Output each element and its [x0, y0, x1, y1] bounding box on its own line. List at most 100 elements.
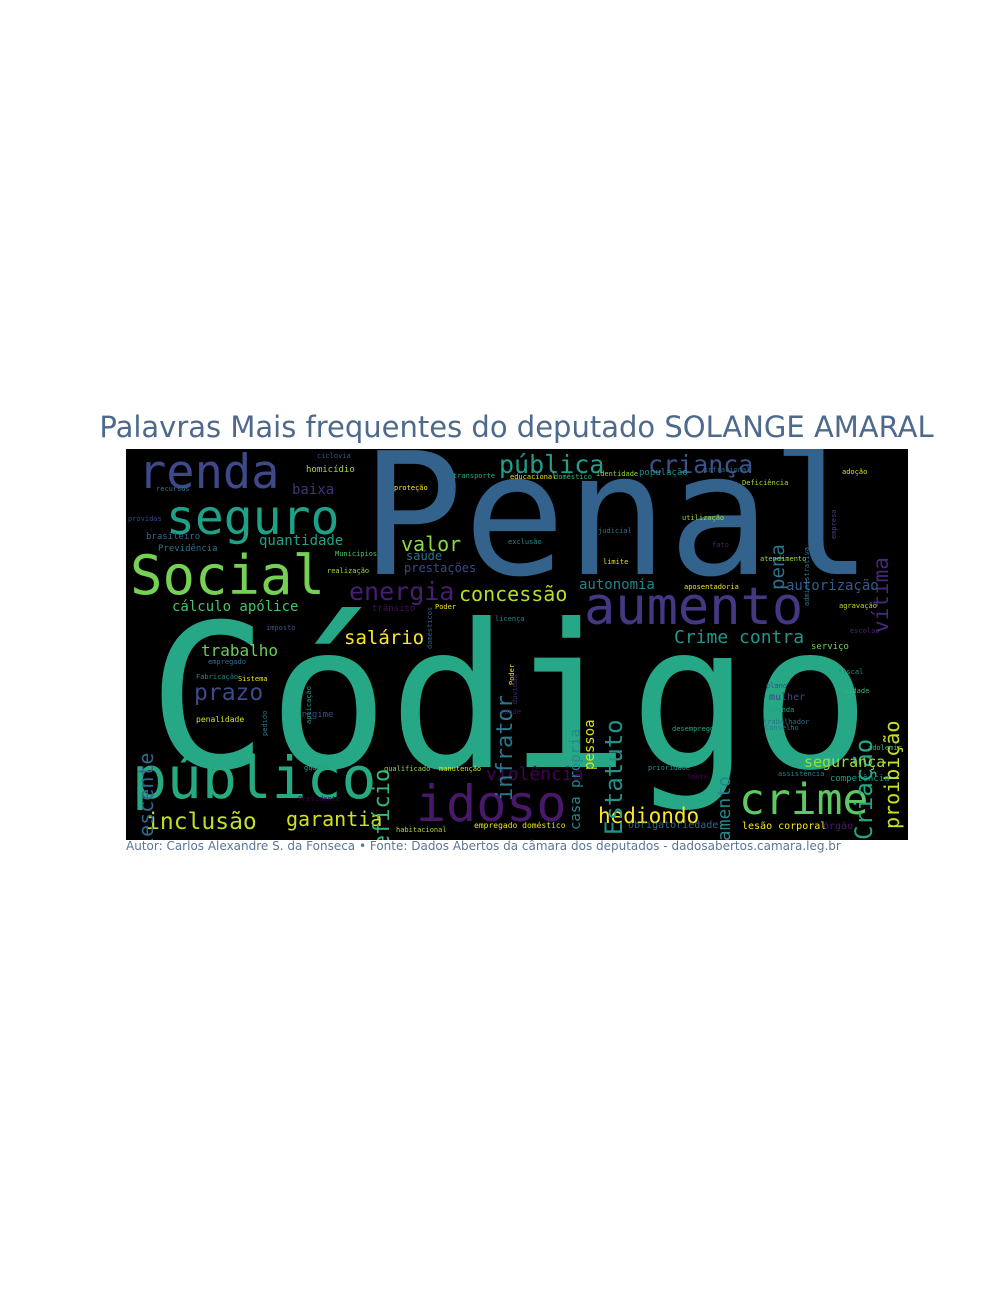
word-35: cálculo apólice — [172, 599, 299, 615]
word-13: violência — [486, 764, 584, 785]
word-62: exclusão — [508, 538, 542, 546]
word-66: imposto — [266, 624, 296, 632]
word-38: saúde — [406, 549, 443, 563]
word-107: fiscal — [838, 668, 864, 676]
word-78: proteção — [394, 484, 428, 492]
word-cloud: Código Penal público aumento Social seguro ren… — [126, 449, 908, 840]
word-8: idoso — [416, 775, 567, 833]
word-89: fato — [712, 541, 729, 549]
word-105: trabalhador — [763, 718, 810, 726]
word-4: aumento — [584, 577, 804, 637]
word-27: valor — [401, 532, 462, 556]
word-24: criança — [648, 450, 754, 479]
word-102: domésticos — [426, 606, 434, 649]
word-49: lesão corporal — [742, 821, 827, 832]
word-75: identidade — [596, 470, 639, 478]
word-50: órgão — [823, 821, 854, 832]
word-69: Sistema — [238, 675, 268, 683]
word-28: salário — [344, 627, 425, 649]
word-31: Crime contra — [674, 627, 805, 648]
word-42: homicídio — [306, 465, 355, 475]
word-58: aposentadoria — [684, 583, 739, 591]
word-55: Conselho — [765, 724, 799, 732]
word-34: autorização — [786, 578, 879, 594]
word-12: hediondo — [598, 804, 700, 828]
word-41: pessoa — [582, 719, 598, 770]
word-33: autonomia — [579, 577, 655, 593]
word-74: doméstico — [554, 473, 592, 481]
word-106: fonte — [687, 773, 709, 781]
word-93: licença — [495, 615, 525, 623]
word-100: pedido — [261, 710, 269, 736]
word-47: empregado doméstico — [474, 821, 566, 830]
word-87: desemprego — [672, 725, 715, 733]
word-76: população — [639, 468, 688, 478]
word-64: realização — [327, 567, 370, 575]
word-39: prestações — [404, 561, 477, 575]
word-103: dúvidas — [511, 674, 519, 704]
word-36: quantidade — [259, 533, 344, 549]
word-90: Poder — [435, 603, 457, 611]
word-10: inclusão — [146, 809, 257, 835]
word-30: trabalho — [201, 641, 279, 660]
word-63: Municípios — [335, 550, 378, 558]
word-11: garantia — [286, 807, 383, 831]
word-84: limite — [603, 558, 629, 566]
word-72: manutenção — [439, 765, 482, 773]
word-83: escolas — [850, 627, 880, 635]
word-94: plano — [766, 682, 788, 690]
word-45: regime — [301, 710, 334, 720]
word-53: assistência — [778, 770, 825, 778]
word-54: adolemir — [868, 744, 902, 752]
word-29: prazo — [194, 680, 264, 706]
word-14: Estatuto — [600, 719, 628, 835]
word-77: transporte — [453, 472, 496, 480]
word-65: trânsito — [372, 604, 416, 614]
chart-caption: Autor: Carlos Alexandre S. da Fonseca • … — [126, 839, 841, 853]
word-70: guarda — [304, 764, 330, 772]
word-6: seguro — [166, 490, 340, 546]
word-61: judicial — [598, 527, 632, 535]
word-9: crime — [739, 775, 869, 825]
word-51: habitacional — [396, 826, 447, 834]
word-1: Código — [148, 582, 871, 815]
word-68: Fabricação — [196, 673, 239, 681]
word-95: emenda — [769, 706, 795, 714]
word-67: empregado — [208, 658, 246, 666]
word-80: Deficiência — [742, 479, 789, 487]
word-97: administrativa — [803, 546, 811, 606]
word-104: cidade — [844, 687, 870, 695]
word-59: atendimento — [760, 555, 807, 563]
word-56: mulher — [769, 692, 806, 703]
chart-title: Palavras Mais frequentes do deputado SOL… — [99, 410, 934, 444]
word-92: Presidente — [298, 795, 341, 803]
word-82: agravação — [839, 602, 877, 610]
word-25: energia — [349, 577, 455, 606]
word-16: benefício — [370, 768, 395, 840]
word-44: brasileiro — [146, 532, 201, 542]
word-17: adolescente — [134, 752, 158, 840]
word-96: idade — [500, 708, 522, 716]
word-91: recursos — [156, 485, 190, 493]
word-2: Penal — [361, 449, 873, 615]
word-99: aplicação — [305, 686, 313, 724]
word-7: renda — [138, 449, 280, 500]
word-85: providos — [128, 515, 162, 523]
word-23: pública — [499, 450, 605, 479]
word-48: obrigatoriedade — [628, 820, 719, 831]
word-43: Previdência — [158, 544, 218, 554]
word-81: adoção — [842, 468, 868, 476]
word-73: educacional — [510, 473, 557, 481]
word-32: segurança — [804, 753, 886, 771]
word-86: ciclovia — [317, 452, 351, 460]
word-18: financiamento — [714, 776, 735, 840]
word-79: infracional — [704, 466, 751, 474]
word-21: vítima — [869, 557, 893, 633]
word-3: público — [132, 744, 377, 812]
word-60: utilização — [682, 514, 725, 522]
word-52: competência — [830, 774, 890, 784]
word-26: concessão — [459, 582, 568, 606]
word-5: Social — [130, 544, 326, 607]
word-40: casa própria — [568, 728, 584, 830]
word-57: serviço — [811, 642, 849, 652]
